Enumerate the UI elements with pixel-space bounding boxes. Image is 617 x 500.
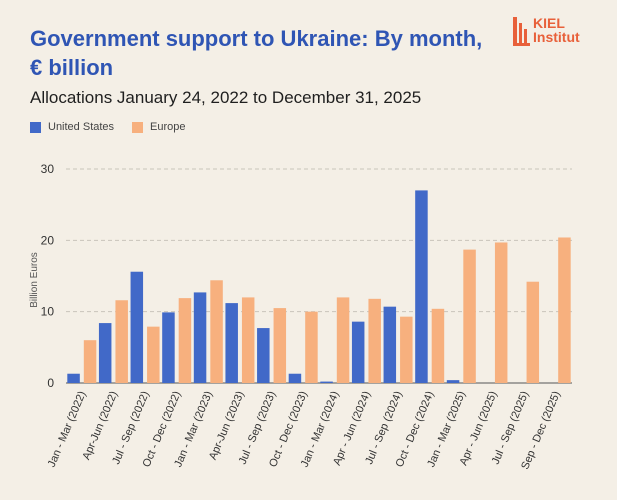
bar-europe	[431, 308, 445, 383]
legend-swatch-united-states	[30, 121, 41, 133]
bar-europe	[336, 297, 350, 383]
chart-title: Government support to Ukraine: By month,…	[30, 26, 483, 80]
bar-united-states	[383, 306, 397, 383]
y-axis-label: Billion Euros	[29, 252, 40, 308]
chart-legend: United States Europe	[30, 121, 204, 133]
bar-united-states	[415, 190, 428, 383]
bar-europe	[273, 308, 287, 383]
bar-united-states	[320, 381, 333, 383]
bar-united-states	[257, 328, 270, 383]
kiel-institut-logo: KIEL Institut	[513, 16, 599, 48]
legend-swatch-europe	[132, 121, 144, 133]
y-tick-label: 30	[41, 162, 55, 176]
bar-europe	[463, 249, 476, 383]
legend-item-europe: Europe	[132, 121, 186, 133]
logo-text-line2: Institut	[533, 29, 580, 45]
bar-united-states	[130, 271, 144, 383]
bar-united-states	[193, 292, 207, 383]
logo-text: KIEL Institut	[533, 16, 580, 44]
legend-label-europe: Europe	[150, 121, 186, 133]
bar-europe	[526, 281, 540, 383]
bar-europe	[115, 300, 128, 383]
logo-text-line1: KIEL	[533, 15, 565, 31]
bar-united-states	[225, 303, 238, 383]
bar-united-states	[162, 312, 175, 383]
bar-europe	[494, 242, 508, 383]
bar-united-states	[351, 321, 365, 383]
bar-europe	[210, 280, 223, 383]
bar-europe	[368, 298, 381, 383]
chart-subtitle: Allocations January 24, 2022 to December…	[30, 88, 422, 107]
bar-united-states	[446, 380, 460, 383]
bar-europe	[400, 316, 413, 383]
bar-europe	[178, 298, 192, 383]
bar-europe	[147, 326, 160, 383]
y-tick-label: 10	[41, 305, 55, 319]
legend-label-united-states: United States	[48, 121, 115, 133]
bar-europe	[241, 297, 255, 383]
y-tick-label: 0	[47, 376, 54, 390]
bar-europe	[558, 237, 571, 383]
y-tick-label: 20	[41, 233, 55, 247]
bar-united-states	[288, 373, 302, 383]
bar-europe	[83, 340, 97, 383]
kiel-logo-icon	[513, 17, 530, 46]
bar-europe	[305, 311, 318, 383]
bar-united-states	[67, 373, 80, 383]
legend-item-united-states: United States	[30, 121, 114, 133]
bar-united-states	[98, 323, 112, 383]
